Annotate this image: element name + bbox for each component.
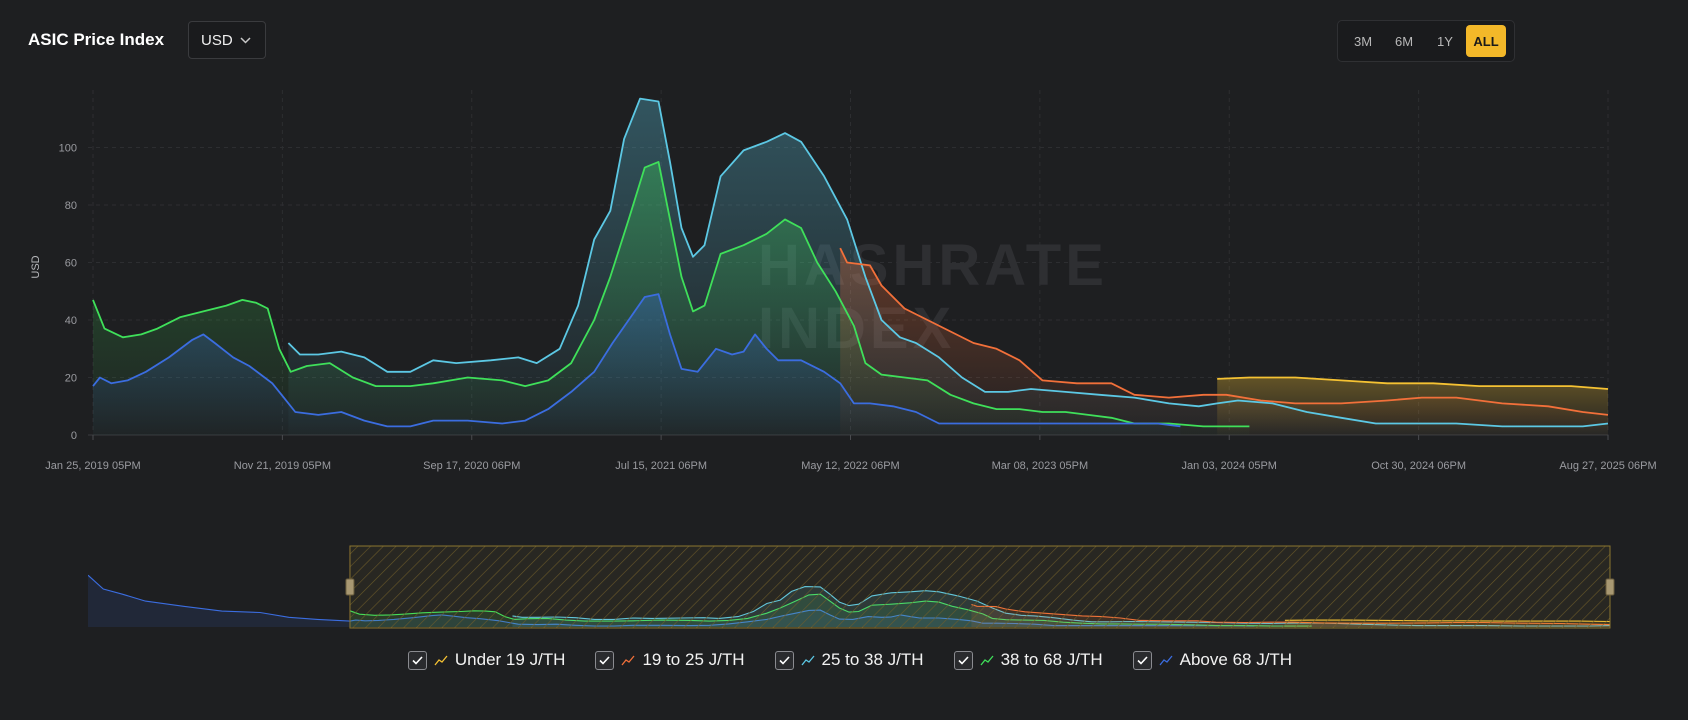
legend-label: Under 19 J/TH <box>454 650 566 669</box>
navigator-selection-tint <box>349 546 1610 628</box>
page-title: ASIC Price Index <box>28 30 165 49</box>
legend: Under 19 J/TH 19 to 25 J/TH 25 to 38 J/T… <box>0 650 1688 670</box>
y-tick-label: 20 <box>65 373 77 385</box>
legend-item-38-to-68[interactable]: 38 to 68 J/TH <box>953 650 1103 670</box>
y-tick-label: 40 <box>65 315 77 327</box>
range-6m-button[interactable]: 6M <box>1394 33 1414 49</box>
series-area <box>1217 377 1608 435</box>
series-line-icon <box>801 655 815 666</box>
range-all-button[interactable]: ALL <box>1466 25 1506 57</box>
chevron-down-icon <box>240 37 251 44</box>
y-tick-label: 0 <box>71 430 77 442</box>
series-line-icon <box>1159 655 1173 666</box>
legend-item-25-to-38[interactable]: 25 to 38 J/TH <box>774 650 924 670</box>
legend-label: Above 68 J/TH <box>1179 650 1293 669</box>
legend-label: 38 to 68 J/TH <box>1000 650 1103 669</box>
x-tick-label: Aug 27, 2025 06PM <box>1559 460 1656 472</box>
navigator-area <box>88 575 1255 627</box>
legend-item-19-to-25[interactable]: 19 to 25 J/TH <box>595 650 745 670</box>
y-tick-label: 80 <box>65 200 77 212</box>
series-area <box>93 294 1181 435</box>
y-tick-label: 60 <box>65 258 77 270</box>
checkbox-checked-icon[interactable] <box>595 650 615 670</box>
series-line <box>839 247 1609 416</box>
x-tick-label: Oct 30, 2024 06PM <box>1371 460 1466 472</box>
series-line-icon <box>980 655 994 666</box>
x-tick-label: Jan 25, 2019 05PM <box>45 460 140 472</box>
series-area <box>93 161 1250 435</box>
navigator-handle[interactable] <box>1605 578 1615 596</box>
checkbox-checked-icon[interactable] <box>774 650 794 670</box>
checkbox-checked-icon[interactable] <box>953 650 973 670</box>
checkbox-checked-icon[interactable] <box>1132 650 1152 670</box>
y-axis-label: USD <box>30 255 42 278</box>
x-tick-label: Jan 03, 2024 05PM <box>1182 460 1277 472</box>
series-line <box>92 161 1250 428</box>
series-line <box>287 97 1609 428</box>
x-tick-label: Sep 17, 2020 06PM <box>423 460 520 472</box>
x-tick-label: Mar 08, 2023 05PM <box>992 460 1089 472</box>
x-tick-label: Jul 15, 2021 06PM <box>615 460 707 472</box>
legend-label: 25 to 38 J/TH <box>821 650 924 669</box>
x-tick-label: Nov 21, 2019 05PM <box>234 460 331 472</box>
checkbox-checked-icon[interactable] <box>407 650 427 670</box>
legend-label: 19 to 25 J/TH <box>642 650 745 669</box>
navigator-selection <box>349 545 1611 629</box>
series-line <box>1217 376 1609 390</box>
range-navigator[interactable] <box>88 545 1615 629</box>
legend-item-above-68[interactable]: Above 68 J/TH <box>1132 650 1293 670</box>
navigator-handle[interactable] <box>345 578 355 596</box>
x-tick-label: May 12, 2022 06PM <box>801 460 899 472</box>
series-line-icon <box>621 655 635 666</box>
currency-select[interactable]: USD <box>188 21 266 59</box>
currency-value: USD <box>201 31 233 49</box>
range-3m-button[interactable]: 3M <box>1353 33 1373 49</box>
y-tick-label: 100 <box>59 143 77 155</box>
range-selector: 3M 6M 1Y ALL <box>1337 20 1515 62</box>
series-line <box>92 293 1181 428</box>
range-1y-button[interactable]: 1Y <box>1437 33 1453 49</box>
legend-item-under-19[interactable]: Under 19 J/TH <box>407 650 566 670</box>
series-line-icon <box>434 655 448 666</box>
